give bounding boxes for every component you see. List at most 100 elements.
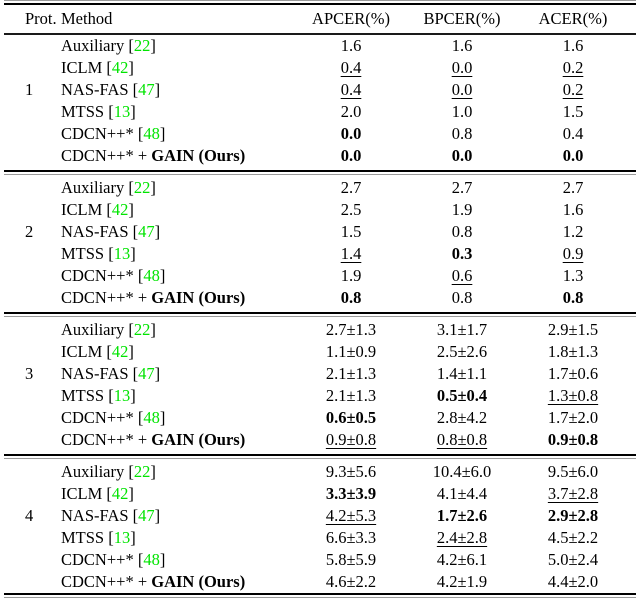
citation-link[interactable]: 22 bbox=[133, 178, 151, 197]
citation-link[interactable]: 48 bbox=[143, 124, 160, 143]
method-name: Auxiliary bbox=[61, 178, 125, 197]
citation-link[interactable]: 48 bbox=[143, 550, 160, 569]
table-row: CDCN++* + GAIN (Ours) 0.0 0.0 0.0 bbox=[0, 145, 640, 167]
citation-bracket: [ bbox=[124, 462, 134, 481]
protocol-number: 1 bbox=[25, 80, 34, 99]
method-cell: NAS-FAS [47] bbox=[61, 80, 297, 100]
table-row: MTSS [13] 2.0 1.0 1.5 bbox=[0, 101, 640, 123]
bpcer-value: 0.8±0.8 bbox=[436, 430, 488, 449]
table-row: CDCN++* [48] 5.8±5.9 4.2±6.1 5.0±2.4 bbox=[0, 549, 640, 571]
apcer-value: 9.3±5.6 bbox=[325, 462, 377, 481]
table-row: CDCN++* + GAIN (Ours) 0.9±0.8 0.8±0.8 0.9±0… bbox=[0, 429, 640, 451]
acer-value: 1.3 bbox=[562, 266, 584, 285]
bpcer-value: 2.5±2.6 bbox=[436, 342, 488, 361]
method-cell: ICLM [42] bbox=[61, 58, 297, 78]
column-header-bpcer: BPCER(%) bbox=[423, 9, 501, 28]
bpcer-value: 0.0 bbox=[451, 80, 473, 99]
method-name: CDCN++* bbox=[61, 408, 134, 427]
protocol-number: 3 bbox=[25, 364, 34, 383]
apcer-value: 3.3±3.9 bbox=[325, 484, 377, 503]
apcer-value: 4.6±2.2 bbox=[325, 572, 377, 591]
method-name-bold: GAIN (Ours) bbox=[151, 430, 246, 449]
acer-value: 5.0±2.4 bbox=[547, 550, 599, 569]
acer-value: 2.9±2.8 bbox=[547, 506, 599, 525]
method-name: CDCN++* + bbox=[61, 572, 152, 591]
citation-link[interactable]: 48 bbox=[143, 266, 160, 285]
method-cell: CDCN++* + GAIN (Ours) bbox=[61, 430, 297, 450]
method-cell: CDCN++* [48] bbox=[61, 550, 297, 570]
bpcer-value: 0.6 bbox=[451, 266, 473, 285]
citation-link[interactable]: 47 bbox=[138, 506, 155, 525]
citation-link[interactable]: 42 bbox=[111, 58, 129, 77]
acer-value: 0.9 bbox=[562, 244, 584, 263]
section-divider bbox=[4, 169, 636, 175]
table-row: 1 NAS-FAS [47] 0.4 0.0 0.2 bbox=[0, 79, 640, 101]
method-name: MTSS bbox=[61, 528, 105, 547]
citation-link[interactable]: 48 bbox=[143, 408, 160, 427]
apcer-value: 1.9 bbox=[340, 266, 362, 285]
bpcer-value: 4.2±1.9 bbox=[436, 572, 488, 591]
table-row: MTSS [13] 1.4 0.3 0.9 bbox=[0, 243, 640, 265]
citation-bracket: ] bbox=[130, 386, 136, 405]
bpcer-value: 4.2±6.1 bbox=[436, 550, 488, 569]
apcer-value: 2.1±1.3 bbox=[325, 364, 377, 383]
bpcer-value: 0.3 bbox=[451, 244, 473, 263]
method-cell: ICLM [42] bbox=[61, 484, 297, 504]
citation-link[interactable]: 13 bbox=[113, 528, 131, 547]
table-row: ICLM [42] 2.5 1.9 1.6 bbox=[0, 199, 640, 221]
citation-link[interactable]: 13 bbox=[113, 386, 131, 405]
acer-value: 2.9±1.5 bbox=[547, 320, 599, 339]
acer-value: 4.4±2.0 bbox=[547, 572, 599, 591]
method-name: CDCN++* bbox=[61, 124, 134, 143]
section-divider bbox=[4, 311, 636, 317]
bpcer-value: 2.7 bbox=[451, 178, 473, 197]
citation-bracket: [ bbox=[133, 266, 144, 285]
method-name: Auxiliary bbox=[61, 36, 125, 55]
citation-link[interactable]: 22 bbox=[133, 320, 151, 339]
apcer-value: 2.5 bbox=[340, 200, 362, 219]
citation-link[interactable]: 42 bbox=[111, 200, 129, 219]
apcer-value: 2.1±1.3 bbox=[325, 386, 377, 405]
table-top-rule bbox=[4, 0, 636, 5]
method-cell: CDCN++* [48] bbox=[61, 408, 297, 428]
apcer-value: 0.9±0.8 bbox=[325, 430, 377, 449]
method-name-bold: GAIN (Ours) bbox=[151, 146, 246, 165]
apcer-value: 0.0 bbox=[340, 146, 362, 165]
citation-link[interactable]: 42 bbox=[111, 484, 129, 503]
apcer-value: 2.7±1.3 bbox=[325, 320, 377, 339]
apcer-value: 1.1±0.9 bbox=[325, 342, 377, 361]
bpcer-value: 0.8 bbox=[451, 222, 473, 241]
citation-link[interactable]: 22 bbox=[133, 462, 151, 481]
citation-bracket: [ bbox=[102, 342, 112, 361]
protocol-number: 2 bbox=[25, 222, 34, 241]
acer-value: 1.6 bbox=[562, 200, 584, 219]
acer-value: 3.7±2.8 bbox=[547, 484, 599, 503]
citation-bracket: [ bbox=[104, 244, 114, 263]
citation-bracket: [ bbox=[124, 36, 134, 55]
citation-link[interactable]: 13 bbox=[113, 102, 131, 121]
apcer-value: 0.0 bbox=[340, 124, 362, 143]
citation-link[interactable]: 47 bbox=[138, 364, 155, 383]
method-cell: MTSS [13] bbox=[61, 102, 297, 122]
header-rule bbox=[4, 33, 636, 35]
apcer-value: 0.6±0.5 bbox=[325, 408, 377, 427]
citation-bracket: [ bbox=[133, 550, 144, 569]
citation-link[interactable]: 47 bbox=[138, 222, 155, 241]
citation-link[interactable]: 13 bbox=[113, 244, 131, 263]
citation-link[interactable]: 42 bbox=[111, 342, 129, 361]
method-name: NAS-FAS bbox=[61, 222, 129, 241]
method-name: ICLM bbox=[61, 342, 103, 361]
table-row: 3 NAS-FAS [47] 2.1±1.3 1.4±1.1 1.7±0.6 bbox=[0, 363, 640, 385]
citation-link[interactable]: 22 bbox=[133, 36, 151, 55]
apcer-value: 4.2±5.3 bbox=[325, 506, 377, 525]
table-row: CDCN++* [48] 1.9 0.6 1.3 bbox=[0, 265, 640, 287]
method-cell: NAS-FAS [47] bbox=[61, 506, 297, 526]
citation-bracket: ] bbox=[130, 102, 136, 121]
method-name: ICLM bbox=[61, 200, 103, 219]
table-row: 4 NAS-FAS [47] 4.2±5.3 1.7±2.6 2.9±2.8 bbox=[0, 505, 640, 527]
citation-bracket: [ bbox=[128, 80, 139, 99]
citation-link[interactable]: 47 bbox=[138, 80, 155, 99]
protocol-section: Auxiliary [22] 2.7 2.7 2.7 ICLM [42] 2.5 1.9 1.… bbox=[0, 177, 640, 309]
method-cell: NAS-FAS [47] bbox=[61, 222, 297, 242]
